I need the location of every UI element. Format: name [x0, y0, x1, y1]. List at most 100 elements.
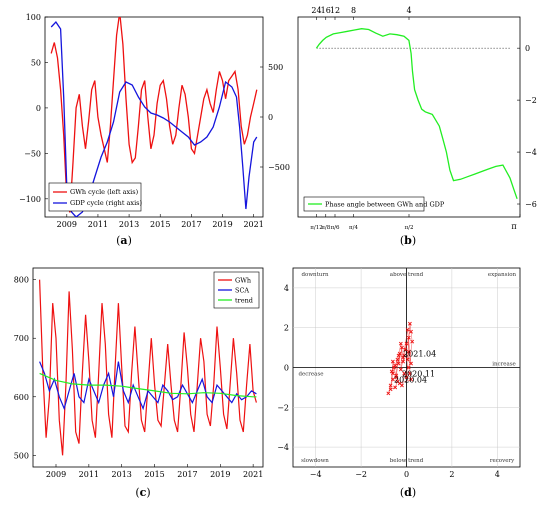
panel-d-point-stroke — [400, 345, 404, 350]
panel-c-series-gwh-line — [39, 279, 257, 456]
panel-b-legend — [303, 196, 425, 212]
panel-d-point — [410, 339, 415, 344]
panel-c-y-tick-label: 600 — [14, 393, 29, 402]
panel-d-path-segment — [401, 373, 405, 386]
panel-a-x-tick-label: 2021 — [243, 220, 263, 229]
panel-d-point-stroke — [407, 371, 412, 376]
panel-a-y-tick-label: 100 — [26, 13, 41, 22]
panel-a-y-tick-label: −50 — [24, 149, 41, 158]
panel-a-x-tick-label: 2015 — [150, 220, 170, 229]
panel-c-y-tick-label: 500 — [14, 451, 29, 460]
panel-d-point-stroke — [397, 381, 402, 386]
panel-d-point — [396, 361, 401, 366]
panel-d-path-segment — [409, 323, 412, 332]
panel-b-y-tick-label: −6 — [525, 200, 537, 209]
panel-a-y2-tick-label: 500 — [268, 63, 283, 72]
panel-d-quadrant-top-left: downturn — [301, 272, 328, 278]
panel-d-point — [395, 379, 400, 384]
panel-a-y2-tick-label: −500 — [268, 163, 290, 172]
panel-d-point — [409, 377, 413, 382]
panel-c-legend-label-trend: trend — [235, 297, 253, 305]
panel-b-y-tick-label: −2 — [525, 96, 537, 105]
panel-a-x-tick-label: 2011 — [88, 220, 108, 229]
panel-d-point-stroke — [409, 377, 413, 382]
panel-c-x-tick-label: 2009 — [46, 470, 66, 479]
panel-d-y-tick-label: 4 — [284, 284, 289, 293]
panel-a-label: (a) — [116, 234, 132, 247]
panel-a-y-tick-label: −100 — [19, 195, 41, 204]
panel-d-path-segment — [398, 343, 402, 356]
panel-d-path-segment — [388, 385, 391, 394]
panel-d-point — [390, 359, 395, 364]
panel-d-quadrant-bottom-center: below trend — [390, 458, 424, 464]
panel-d-path-segment — [408, 341, 413, 368]
panel-a-series-gdp-line — [50, 20, 258, 217]
panel-d-point-label: 2020.11 — [402, 369, 435, 378]
panel-d-path-segment — [399, 379, 412, 384]
panel-d-point — [397, 351, 402, 356]
panel-d-point — [407, 321, 412, 326]
panel-d-path-segment — [402, 329, 408, 358]
panel-c-x-tick-label: 2011 — [79, 470, 99, 479]
panel-d-x-tick-label: 4 — [495, 470, 500, 479]
panel-d-quadrant-bottom-right: recovery — [490, 458, 515, 464]
panel-b-top-tick-label: 16 — [321, 6, 331, 15]
panel-d-point — [409, 361, 413, 366]
panel-b-legend-label: Phase angle between GWh and GDP — [325, 201, 445, 209]
panel-d-path-segment — [407, 329, 412, 364]
panel-a-legend — [48, 182, 142, 212]
panel-c-x-tick-label: 2021 — [243, 470, 263, 479]
panel-d-point — [388, 387, 393, 392]
panel-a-x-tick-label: 2013 — [119, 220, 139, 229]
panel-c-x-tick-label: 2015 — [144, 470, 164, 479]
panel-d-point-stroke — [406, 349, 411, 354]
panel-d-point — [388, 383, 393, 388]
panel-d-point-stroke — [401, 359, 406, 364]
panel-d-point-stroke — [394, 375, 399, 380]
panel-b-frame — [297, 16, 521, 218]
panel-d-point — [386, 391, 391, 396]
panel-d-point — [403, 347, 408, 352]
panel-c-legend-label-sca: SCA — [235, 287, 249, 295]
panel-d-quadrant-bottom-left: slowdown — [301, 458, 329, 464]
panel-d-point-stroke — [395, 357, 400, 362]
panel-b-label: (b) — [400, 234, 416, 247]
panel-a-series-gwh-line — [50, 17, 258, 213]
panel-c-frame — [32, 267, 264, 468]
panel-c-x-tick-label: 2013 — [112, 470, 132, 479]
panel-b-x-tick-label: π/4 — [349, 225, 358, 231]
panel-d-point-stroke — [405, 327, 410, 332]
panel-b-top-tick-label: 24 — [311, 6, 321, 15]
panel-c-y-tick-label: 700 — [14, 334, 29, 343]
panel-d-point-stroke — [398, 367, 403, 372]
panel-d-point — [406, 349, 411, 354]
panel-d-point — [398, 341, 403, 346]
panel-b-x-tick-label: π/2 — [405, 225, 414, 231]
panel-c-y-tick-label: 800 — [14, 276, 29, 285]
panel-d-point-stroke — [393, 385, 398, 390]
panel-d-point-stroke — [390, 377, 395, 382]
panel-a-x-tick-label: 2009 — [57, 220, 77, 229]
panel-d-point-stroke — [392, 365, 396, 370]
panel-d-point — [405, 327, 410, 332]
panel-d-point — [389, 369, 394, 374]
panel-d-x-tick-label: −4 — [310, 470, 322, 479]
panel-d-point — [398, 367, 403, 372]
panel-d-path-segment — [406, 351, 410, 378]
panel-c-legend-label-gwh: GWh — [235, 277, 251, 285]
panel-c-series-trend-line — [39, 372, 257, 398]
panel-a-y2-tick-label: 0 — [268, 113, 273, 122]
panel-b-y-tick-label: 0 — [525, 44, 530, 53]
panel-d-point-label: 2020.04 — [394, 375, 427, 384]
panel-b-x-tick-label: π/6 — [331, 225, 340, 231]
panel-d-point — [404, 375, 409, 380]
panel-d-path-segment — [408, 367, 411, 374]
panel-d-point-stroke — [390, 359, 395, 364]
panel-d-point-stroke — [389, 369, 394, 374]
panel-d-y-tick-label: −2 — [277, 403, 289, 412]
panel-c-x-tick-label: 2019 — [210, 470, 230, 479]
panel-d-x-tick-label: 2 — [449, 470, 454, 479]
panel-d-point-stroke — [410, 339, 415, 344]
panel-d-point-stroke — [396, 353, 401, 358]
panel-d-point-label: 2021.04 — [403, 350, 436, 359]
